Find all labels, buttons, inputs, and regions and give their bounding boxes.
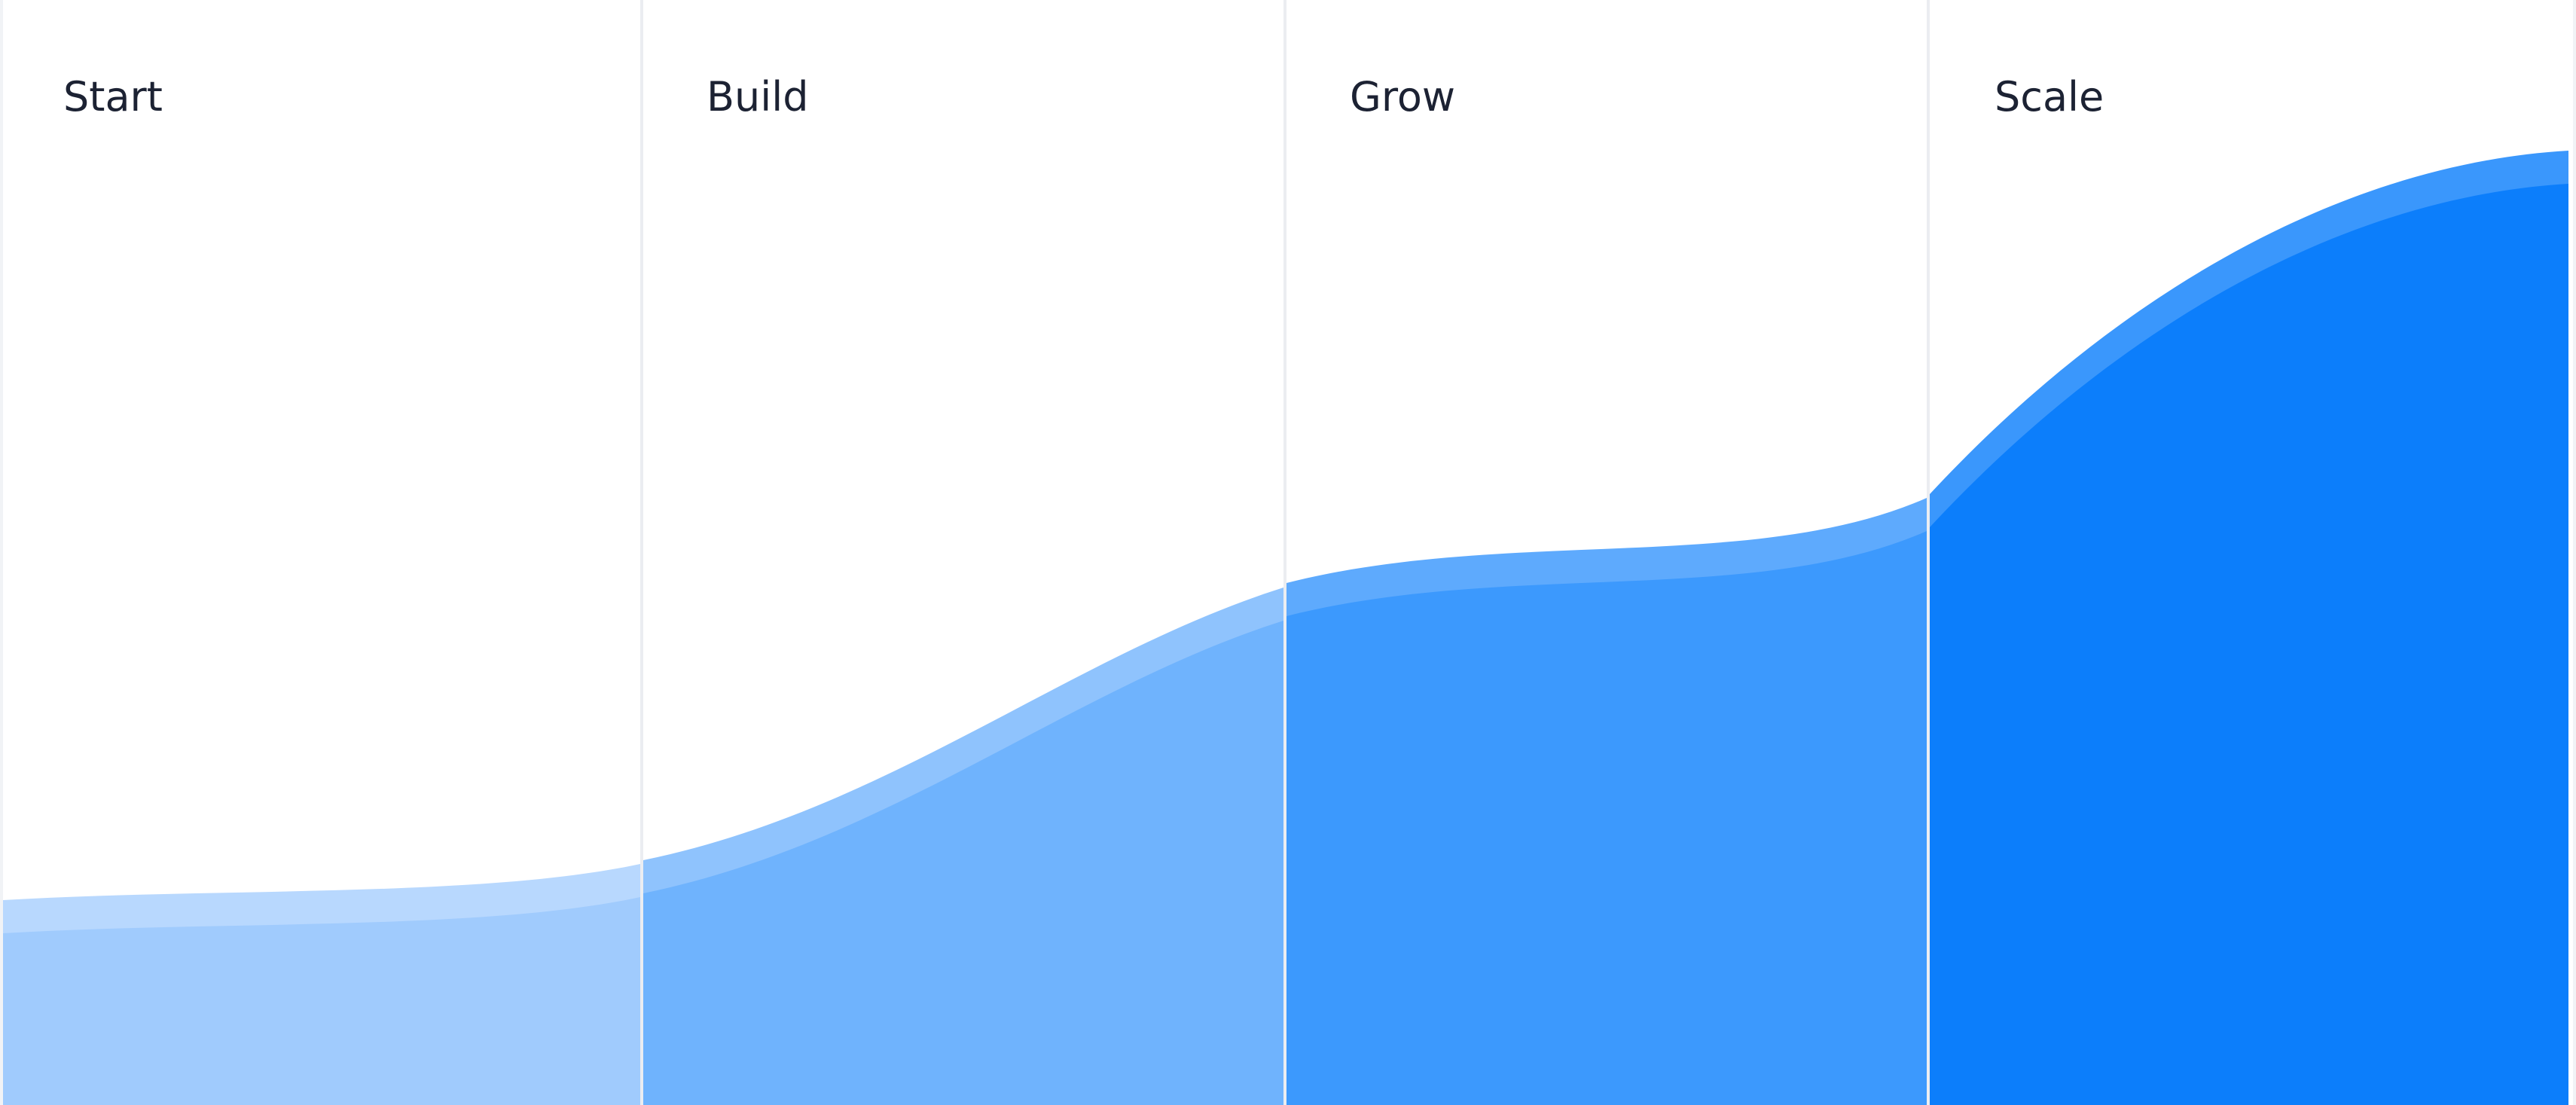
stage-build: Build — [643, 73, 1283, 1105]
stage-label-build: Build — [707, 73, 809, 121]
stage-build-area — [643, 621, 1283, 1105]
stage-start-area — [3, 897, 640, 1105]
stage-grow-area — [1286, 531, 1927, 1105]
stage-label-grow: Grow — [1350, 73, 1455, 121]
stage-label-start: Start — [63, 73, 163, 121]
stage-grow: Grow — [1286, 73, 1927, 1105]
stage-label-scale: Scale — [1995, 73, 2104, 121]
stage-scale: Scale — [1930, 73, 2568, 1105]
stage-start: Start — [3, 73, 640, 1105]
stage-scale-area — [1930, 184, 2568, 1105]
